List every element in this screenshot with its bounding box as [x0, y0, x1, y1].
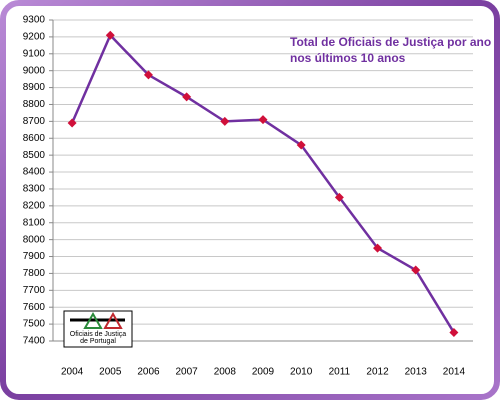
marker [334, 192, 344, 202]
marker [449, 328, 459, 338]
logo-text: Oficiais de Justiça [70, 331, 127, 338]
chart-title: Total de Oficiais de Justiça por ano [290, 35, 491, 49]
logo: Oficiais de Justiça de Portugal [63, 310, 133, 348]
y-tick-label: 9300 [23, 15, 46, 26]
x-tick-label: 2004 [61, 367, 84, 378]
x-tick-label: 2009 [252, 367, 275, 378]
marker [220, 116, 230, 126]
marker [143, 70, 153, 80]
y-tick-label: 8600 [23, 133, 46, 144]
y-tick-label: 8300 [23, 184, 46, 195]
marker [411, 265, 421, 275]
marker [67, 118, 77, 128]
x-tick-label: 2013 [405, 367, 428, 378]
marker [258, 115, 268, 125]
marker [373, 243, 383, 253]
y-tick-label: 7600 [23, 302, 46, 313]
x-tick-label: 2011 [329, 367, 351, 378]
x-tick-label: 2010 [290, 367, 313, 378]
y-tick-label: 9200 [23, 32, 46, 43]
chart-title: nos últimos 10 anos [290, 51, 406, 65]
y-tick-label: 8200 [23, 200, 46, 211]
y-tick-label: 7400 [23, 336, 46, 347]
y-tick-label: 9100 [23, 48, 46, 59]
y-tick-label: 7900 [23, 251, 46, 262]
x-tick-label: 2006 [137, 367, 160, 378]
marker [182, 92, 192, 102]
x-tick-label: 2005 [99, 367, 122, 378]
y-tick-label: 8800 [23, 99, 46, 110]
y-tick-label: 8400 [23, 167, 46, 178]
y-tick-label: 8700 [23, 116, 46, 127]
logo-text: de Portugal [80, 338, 116, 345]
y-tick-label: 7800 [23, 268, 46, 279]
y-tick-label: 7700 [23, 285, 46, 296]
marker [105, 30, 115, 40]
x-tick-label: 2014 [443, 367, 466, 378]
y-tick-label: 7500 [23, 319, 46, 330]
marker [296, 140, 306, 150]
x-tick-label: 2012 [366, 367, 389, 378]
x-tick-label: 2008 [214, 367, 237, 378]
logo-triangle [83, 311, 103, 329]
y-tick-label: 8900 [23, 82, 46, 93]
y-tick-label: 8000 [23, 234, 46, 245]
y-tick-label: 8500 [23, 150, 46, 161]
y-tick-label: 8100 [23, 217, 46, 228]
x-tick-label: 2007 [176, 367, 199, 378]
logo-triangle [103, 311, 123, 329]
y-tick-label: 9000 [23, 65, 46, 76]
plot-area: 7400 7500 7600 7700 7800 7900 8000 8100 8200 8300… [23, 15, 473, 378]
